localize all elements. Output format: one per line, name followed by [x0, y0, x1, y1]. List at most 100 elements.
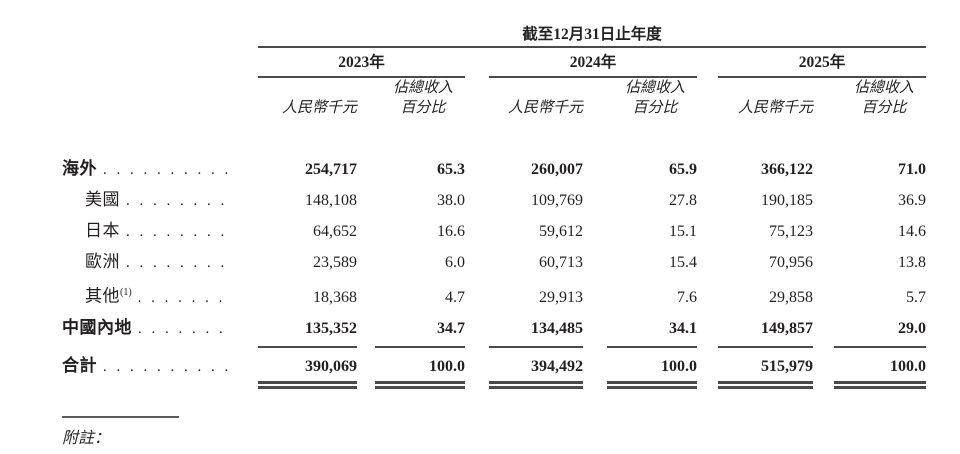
- table-title: 截至12月31日止年度: [258, 24, 927, 48]
- value: 70,956: [769, 254, 813, 271]
- dot-leader: . . . . . . . . . . . . . . . . . . . . …: [103, 162, 232, 178]
- column-header-row: 人民幣千元 佔總收入 百分比 人民幣千元 佔總收入 百分比 人民幣千元 佔總收入 百分比: [62, 78, 926, 118]
- spacer-cell: [62, 47, 258, 78]
- value: 34.1: [669, 319, 697, 337]
- value-cell: 135,352: [258, 313, 357, 348]
- row-label-flex: 合計 . . . . . . . . . . . . . . . . . . . …: [62, 354, 258, 389]
- revenue-by-region-table: 截至12月31日止年度 2023年 2024年 2025年 人民幣千元 佔總收入 百分比…: [62, 24, 927, 389]
- value-cell: 36.9: [813, 185, 926, 216]
- row-label-flex: 其他(1) . . . . . . . . . . . . . . . . . .…: [62, 278, 258, 313]
- value-box: 390,069: [258, 355, 357, 389]
- value-box: 515,979: [718, 355, 813, 389]
- value: 5.7: [906, 288, 927, 306]
- row-label-cell: 歐洲 . . . . . . . . . . . . . . . . . . . …: [62, 247, 258, 278]
- value: 149,857: [761, 319, 813, 337]
- table-row: 合計 . . . . . . . . . . . . . . . . . . . …: [62, 348, 927, 389]
- value: 4.7: [445, 288, 465, 306]
- amount-unit-header: 人民幣千元: [737, 100, 813, 116]
- value-cell: 75,123: [697, 216, 813, 247]
- percent-header: 佔總收入 百分比: [393, 78, 453, 118]
- value-cell: 190,185: [697, 185, 813, 216]
- value-cell: 38.0: [357, 185, 465, 216]
- value-cell: 27.8: [583, 185, 697, 216]
- row-label-cell: 美國 . . . . . . . . . . . . . . . . . . . …: [62, 185, 258, 216]
- value-box: 260,007: [489, 155, 583, 185]
- value: 7.6: [677, 288, 697, 306]
- year-label: 2023年: [258, 48, 465, 78]
- value-cell: 15.1: [583, 216, 697, 247]
- percent-header-line2: 百分比: [400, 100, 446, 116]
- percent-header: 佔總收入 百分比: [854, 78, 914, 118]
- value-cell: 29.0: [813, 313, 927, 348]
- table-row: 日本 . . . . . . . . . . . . . . . . . . . …: [62, 216, 926, 247]
- value-cell: 29,858: [697, 278, 813, 313]
- row-label-cell: 其他(1) . . . . . . . . . . . . . . . . . .…: [62, 278, 258, 313]
- row-label-text: 日本: [85, 221, 120, 240]
- value-box: 149,857: [718, 314, 813, 348]
- value-box: 65.9: [607, 155, 697, 185]
- year-header-cell: 2025年: [697, 47, 927, 78]
- value-box: 13.8: [834, 248, 926, 278]
- value: 18,368: [313, 288, 357, 306]
- row-label-text: 中國內地: [62, 317, 132, 337]
- value-cell: 100.0: [583, 348, 697, 389]
- year-label: 2025年: [718, 48, 927, 78]
- row-label: 中國內地: [62, 313, 132, 343]
- row-label-cell: 合計 . . . . . . . . . . . . . . . . . . . …: [62, 348, 258, 389]
- value: 60,713: [539, 254, 583, 271]
- percent-header-cell: 佔總收入 百分比: [813, 78, 926, 118]
- percent-header-cell: 佔總收入 百分比: [583, 78, 697, 118]
- row-label-flex: 海外 . . . . . . . . . . . . . . . . . . . …: [62, 154, 258, 185]
- table-row: 歐洲 . . . . . . . . . . . . . . . . . . . …: [62, 247, 926, 278]
- value-cell: 260,007: [465, 118, 583, 185]
- value: 394,492: [531, 357, 583, 375]
- value-box: 60,713: [489, 248, 583, 278]
- value-box: 15.1: [607, 217, 697, 247]
- value-cell: 134,485: [465, 313, 583, 348]
- value-box: 100.0: [834, 355, 927, 389]
- value-cell: 14.6: [813, 216, 926, 247]
- value: 100.0: [661, 357, 697, 375]
- row-label: 日本: [62, 216, 120, 246]
- value-box: 27.8: [607, 186, 697, 216]
- row-label-flex: 中國內地 . . . . . . . . . . . . . . . . . . …: [62, 313, 258, 348]
- value-box: 6.0: [375, 248, 465, 278]
- amount-unit-header: 人民幣千元: [507, 100, 583, 116]
- value: 29,913: [539, 288, 583, 306]
- value-cell: 6.0: [357, 247, 465, 278]
- footnote-label: 附註：: [62, 430, 111, 447]
- value: 390,069: [305, 357, 357, 375]
- value-cell: 29,913: [465, 278, 583, 313]
- value-cell: 149,857: [697, 313, 813, 348]
- row-label-text: 歐洲: [85, 252, 120, 271]
- value: 75,123: [769, 223, 813, 240]
- row-label-cell: 中國內地 . . . . . . . . . . . . . . . . . . …: [62, 313, 258, 348]
- table-row: 海外 . . . . . . . . . . . . . . . . . . . …: [62, 118, 926, 185]
- value-box: 36.9: [834, 186, 926, 216]
- value-cell: 34.7: [357, 313, 465, 348]
- dot-leader: . . . . . . . . . . . . . . . . . . . . …: [138, 320, 232, 337]
- spacer-cell: [62, 78, 258, 118]
- value-cell: 100.0: [357, 348, 465, 389]
- value: 36.9: [898, 192, 927, 209]
- value-cell: 109,769: [465, 185, 583, 216]
- value-cell: 4.7: [357, 278, 465, 313]
- dot-leader: . . . . . . . . . . . . . . . . . . . . …: [103, 358, 232, 375]
- value-box: 366,122: [718, 155, 813, 185]
- value: 515,979: [761, 357, 813, 375]
- value: 64,652: [313, 223, 357, 240]
- percent-header: 佔總收入 百分比: [625, 78, 685, 118]
- value-box: 29.0: [834, 314, 927, 348]
- year-header-cell: 2023年: [258, 47, 465, 78]
- footnote-marker: (1): [120, 287, 132, 298]
- value-cell: 13.8: [813, 247, 926, 278]
- table-title-row: 截至12月31日止年度: [62, 24, 927, 48]
- row-label-cell: 海外 . . . . . . . . . . . . . . . . . . . …: [62, 118, 258, 185]
- value-box: 18,368: [258, 283, 357, 313]
- value: 109,769: [531, 192, 583, 209]
- value-box: 64,652: [258, 217, 357, 247]
- value-box: 38.0: [375, 186, 465, 216]
- row-label: 美國: [62, 185, 120, 215]
- percent-header-line2: 百分比: [632, 100, 678, 116]
- value: 100.0: [890, 357, 927, 375]
